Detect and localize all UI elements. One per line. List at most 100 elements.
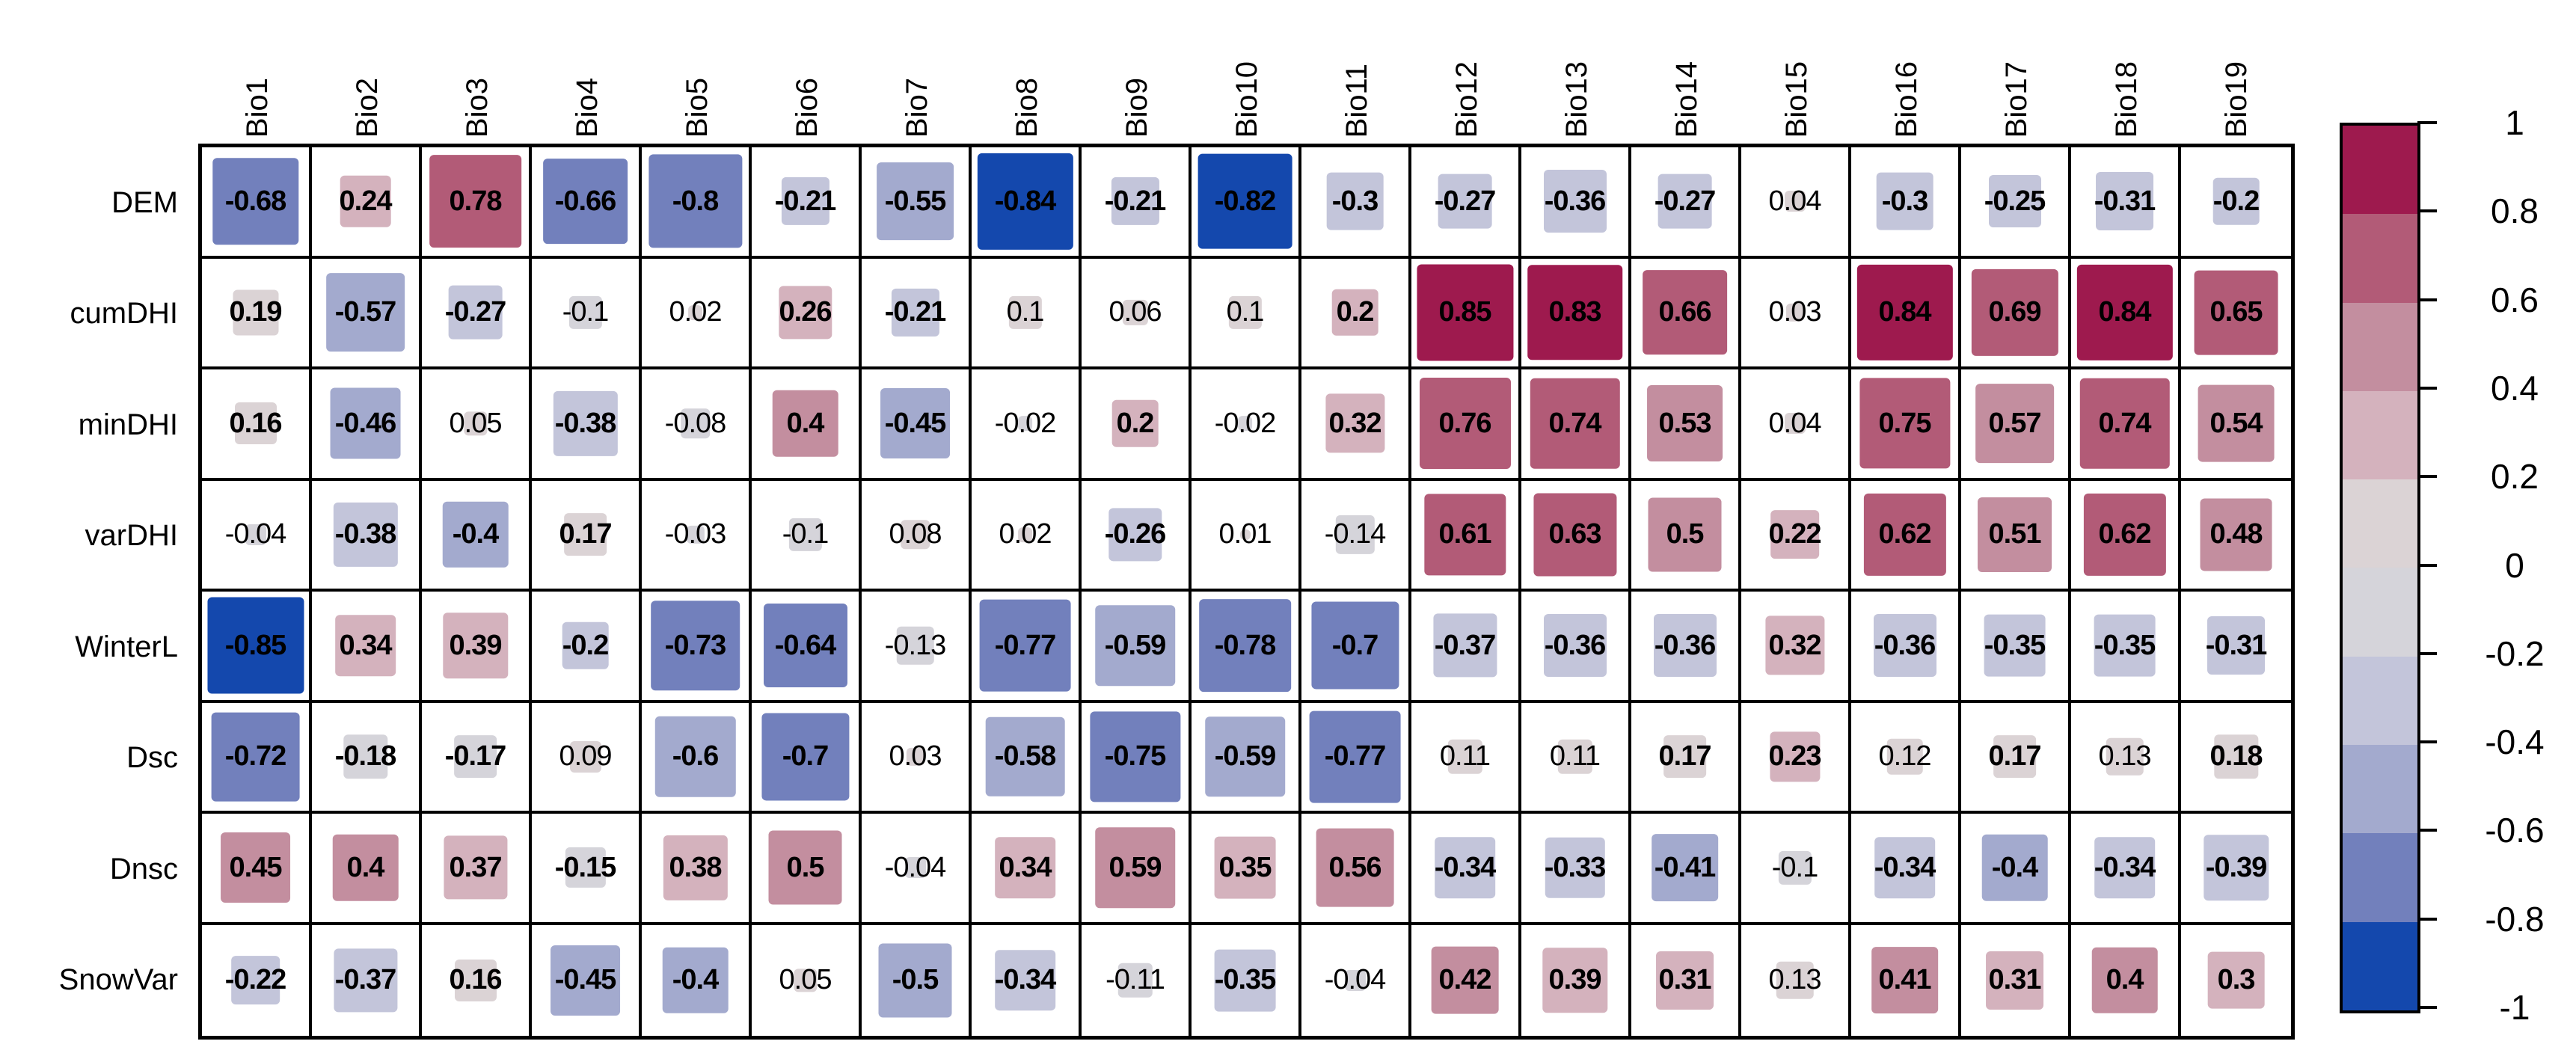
cell-square [1108,508,1162,562]
cell-value: 0.61 [1438,518,1492,550]
cell-value: -0.02 [1214,407,1277,439]
cell-value: -0.04 [884,851,947,883]
column-header-label: Bio19 [2219,61,2253,138]
cell-square [891,288,939,337]
cell-value: 0.54 [2209,407,2263,439]
cell-square [1663,734,1707,779]
cell-square [234,402,277,445]
cell-square [686,525,705,544]
matrix-cell: 0.19 [202,258,312,369]
row-label: Dnsc [109,852,178,885]
matrix-cell: 0.08 [862,480,972,592]
cell-square [2076,264,2173,360]
cell-square [343,734,388,779]
matrix-cell: 0.34 [312,592,422,703]
cell-square [1214,949,1276,1012]
column-header: Bio8 [972,0,1082,138]
matrix-cell: 0.41 [1851,924,1961,1036]
cell-square [442,501,509,568]
column-header: Bio10 [1192,0,1301,138]
cell-value: 0.13 [2098,740,2152,773]
cell-value: -0.1 [1771,851,1818,883]
column-headers: Bio1 Bio2 Bio3 Bio4 Bio5 Bio6 Bio7 Bio8 Bio9 Bio1… [202,0,2291,138]
matrix-cell: 0.16 [422,924,532,1036]
matrix-cell: 0.04 [1741,369,1851,481]
matrix-cell: 0.02 [972,480,1082,592]
matrix-cell: 0.78 [422,147,532,259]
cell-square [245,524,266,545]
colorbar-tick-label: 0.6 [2491,280,2539,319]
cell-value: -0.08 [664,407,727,439]
cell-square [1089,711,1181,802]
matrix-cell: -0.35 [2071,592,2181,703]
matrix-cell: 0.38 [642,814,752,925]
colorbar-segment [2343,921,2417,1010]
colorbar-tick [2417,209,2437,213]
cell-square [1769,731,1821,782]
cell-square [1778,851,1812,885]
matrix-cell: 0.74 [2071,369,2181,481]
cell-square [1309,710,1401,803]
cell-square [994,837,1056,899]
matrix-cell: 0.61 [1411,480,1521,592]
cell-value: 0.11 [1549,740,1601,773]
colorbar-segment [2343,568,2417,657]
matrix-cell: 0.4 [2071,924,2181,1036]
matrix-cell: -0.57 [312,258,422,369]
matrix-cell: 0.11 [1411,702,1521,814]
matrix-cell: -0.08 [642,369,752,481]
cell-square [1204,716,1286,797]
colorbar-tick-label: 0.4 [2491,368,2539,408]
matrix-cell: -0.25 [1961,147,2071,259]
cell-square [904,857,926,879]
cell-square [778,286,832,340]
cell-value: -0.5 [892,964,939,996]
cell-value: 0.78 [449,185,503,217]
matrix-cell: -0.4 [642,924,752,1036]
cell-square [1785,303,1804,322]
column-header-label: Bio15 [1779,61,1813,138]
colorbar-tick [2417,1006,2437,1009]
cell-value: -0.73 [664,629,727,661]
cell-value: 0.16 [229,407,283,439]
colorbar-segment [2343,302,2417,391]
colorbar-segment [2343,214,2417,303]
cell-square [443,835,508,900]
cell-square [220,832,291,903]
cell-square [1993,734,2037,779]
cell-square [325,272,405,352]
cell-square [562,621,609,669]
column-header-label: Bio18 [2109,61,2143,138]
cell-square [1971,268,2058,356]
cell-square [553,391,618,456]
matrix-cell: -0.5 [862,924,972,1036]
matrix-cell: -0.31 [2071,147,2181,259]
column-header: Bio2 [312,0,422,138]
matrix-cell: -0.41 [1631,814,1741,925]
matrix-cell: 0.59 [1082,814,1192,925]
cell-value: 0.17 [1988,740,2042,773]
matrix-cell: -0.36 [1631,592,1741,703]
cell-value: -0.3 [1881,185,1928,217]
cell-value: -0.13 [884,629,947,661]
column-header-label: Bio5 [680,77,714,138]
cell-square [463,411,488,435]
cell-square [1543,170,1607,233]
cell-value: -0.36 [1544,629,1607,661]
cell-square [1094,605,1176,687]
matrix-cell: -0.31 [2181,592,2291,703]
matrix-cell: 0.26 [752,258,862,369]
cell-square [1784,191,1806,212]
cell-value: 0.22 [1768,518,1822,550]
matrix-cell: -0.35 [1192,924,1301,1036]
matrix-cell: -0.22 [202,924,312,1036]
cell-value: 0.4 [786,407,825,439]
matrix-cell: -0.46 [312,369,422,481]
cell-square [1310,601,1399,690]
matrix-cell: -0.04 [1301,924,1411,1036]
cell-square [1542,948,1608,1013]
matrix-cell: 0.04 [1741,147,1851,259]
cell-square [2083,493,2166,576]
cell-value: -0.37 [1434,629,1497,661]
cell-value: 0.63 [1548,518,1602,550]
